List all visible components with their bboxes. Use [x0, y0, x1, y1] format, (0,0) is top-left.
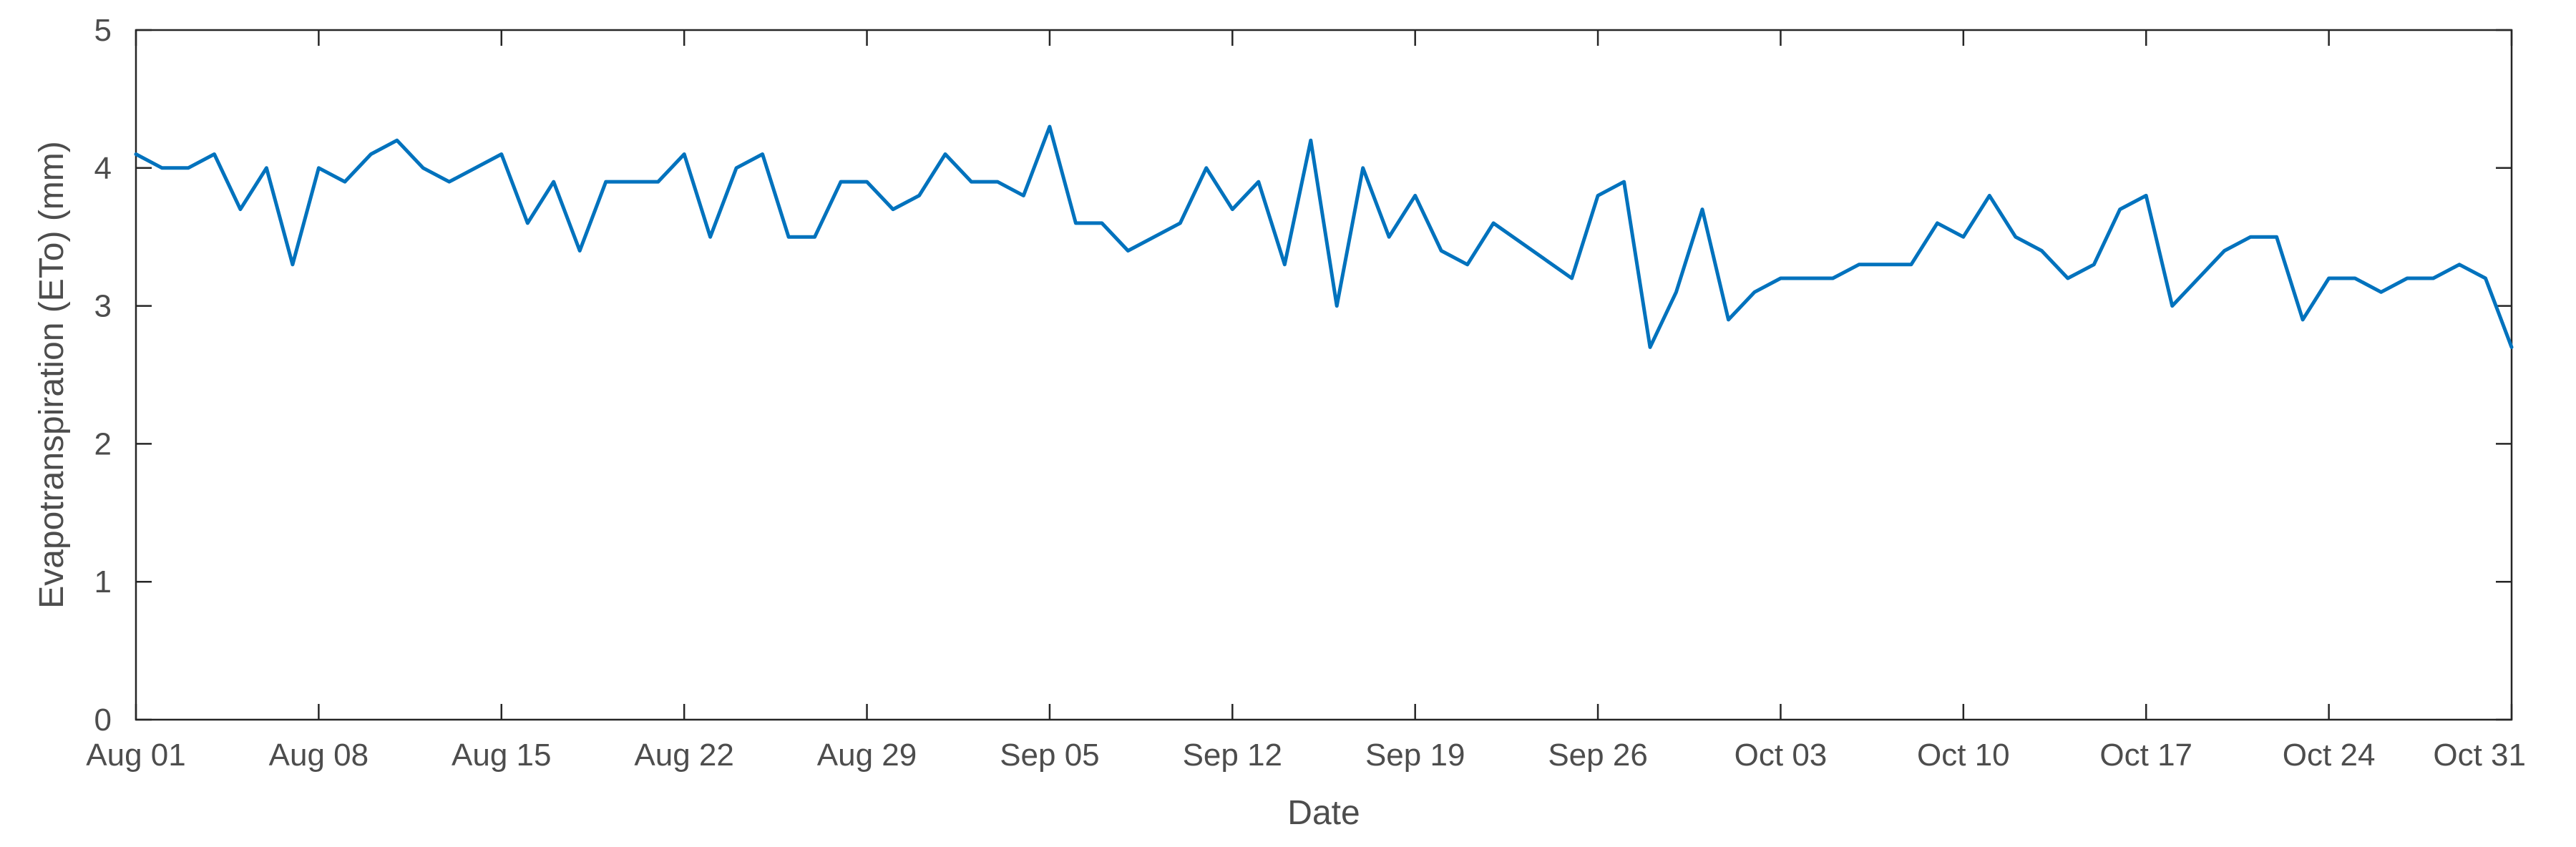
x-tick-label: Aug 22 [634, 738, 733, 773]
y-tick-label: 5 [94, 13, 112, 48]
x-tick-label: Aug 08 [269, 738, 369, 773]
y-tick-label: 1 [94, 564, 112, 599]
x-tick-label: Oct 17 [2099, 738, 2192, 773]
x-axis-label: Date [1287, 794, 1360, 832]
x-tick-label: Oct 31 [2433, 738, 2526, 773]
x-tick-label: Oct 10 [1917, 738, 2010, 773]
y-tick-label: 3 [94, 289, 112, 324]
x-tick-label: Sep 05 [1000, 738, 1099, 773]
y-axis-label: Evapotranspiration (ETo) (mm) [33, 141, 71, 609]
y-tick-label: 2 [94, 426, 112, 461]
x-tick-label: Oct 24 [2283, 738, 2376, 773]
x-tick-label: Sep 26 [1548, 738, 1647, 773]
x-tick-label: Oct 03 [1735, 738, 1828, 773]
y-tick-label: 4 [94, 151, 112, 186]
series-line-eto [134, 124, 2514, 349]
x-tick-label: Sep 12 [1183, 738, 1282, 773]
x-tick-label: Aug 01 [86, 738, 185, 773]
x-tick-label: Sep 19 [1365, 738, 1465, 773]
plot-frame [135, 29, 2513, 721]
y-tick-label: 0 [94, 702, 112, 738]
x-axis: Aug 01 Aug 08 Aug 15 Aug 22 Aug 29 Sep 05 Sep … [86, 30, 2526, 773]
x-tick-label: Aug 29 [817, 738, 917, 773]
x-tick-label: Aug 15 [452, 738, 551, 773]
